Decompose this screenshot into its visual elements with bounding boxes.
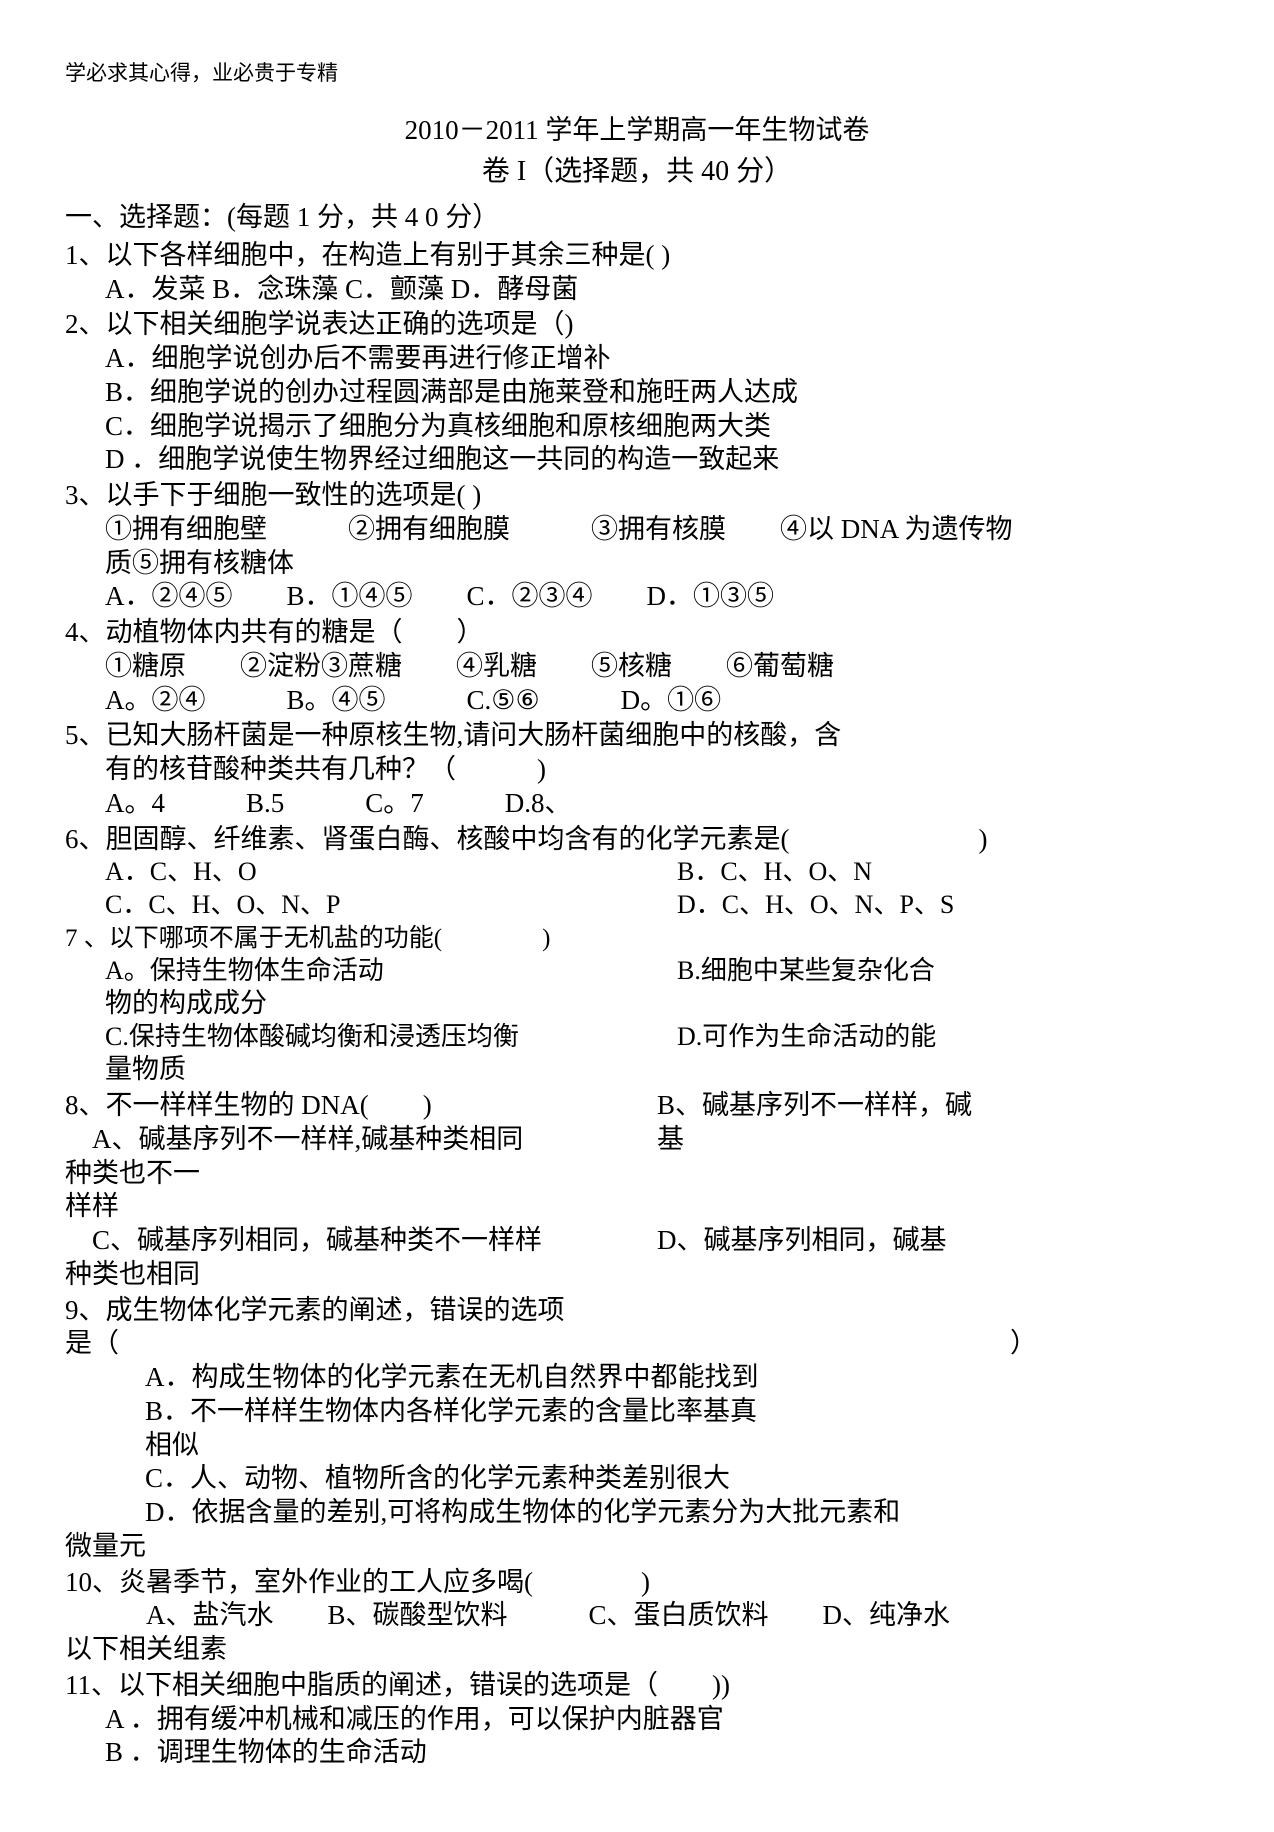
q10-options: A、盐汽水 B、碳酸型饮料 C、蛋白质饮料 D、纯净水 xyxy=(65,1599,1209,1633)
question-2: 2、以下相关细胞学说表达正确的选项是（) A．细胞学说创办后不需要再进行修正增补… xyxy=(65,308,1209,477)
q7-stem: 7 、以下哪项不属于无机盐的功能( ) xyxy=(65,923,1209,954)
q7-opt-a: A。保持生物体生命活动 xyxy=(105,955,637,988)
q4-stem: 4、动植物体内共有的糖是（ ） xyxy=(65,616,1209,650)
q4-options: A。②④ B。④⑤ C.⑤⑥ D。①⑥ xyxy=(65,684,1209,718)
q7-opt-b: B.细胞中某些复杂化合 xyxy=(637,955,1209,988)
q11-opt-a: A ．拥有缓冲机械和减压的作用，可以保护内脏器官 xyxy=(65,1703,1209,1737)
q1-options: A．发菜 B．念珠藻 C．颤藻 D．酵母菌 xyxy=(65,273,1209,307)
q3-items2: 质⑤拥有核糖体 xyxy=(65,547,1209,581)
q10-stem: 10、炎暑季节，室外作业的工人应多喝( ) xyxy=(65,1566,1209,1600)
q3-items: ①拥有细胞壁 ②拥有细胞膜 ③拥有核膜 ④以 DNA 为遗传物 xyxy=(65,513,1209,547)
q2-opt-b: B．细胞学说的创办过程圆满部是由施莱登和施旺两人达成 xyxy=(65,376,1209,410)
q5-options: A。4 B.5 C。7 D.8、 xyxy=(65,787,1209,821)
question-7: 7 、以下哪项不属于无机盐的功能( ) A。保持生物体生命活动 B.细胞中某些复… xyxy=(65,923,1209,1087)
q9-opt-a: A．构成生物体的化学元素在无机自然界中都能找到 xyxy=(65,1361,1209,1395)
q9-stem1: 9、成生物体化学元素的阐述，错误的选项 xyxy=(65,1294,1209,1328)
q9-opt-d1: D．依据含量的差别,可将构成生物体的化学元素分为大批元素和 xyxy=(65,1496,1209,1530)
q8-a3: 样样 xyxy=(65,1190,1209,1224)
exam-subtitle: 卷 I（选择题，共 40 分） xyxy=(65,154,1209,189)
q2-stem: 2、以下相关细胞学说表达正确的选项是（) xyxy=(65,308,1209,342)
question-4: 4、动植物体内共有的糖是（ ） ①糖原 ②淀粉③蔗糖 ④乳糖 ⑤核糖 ⑥葡萄糖 … xyxy=(65,616,1209,717)
question-8: 8、不一样样生物的 DNA( ) B、碱基序列不一样样，碱 A、碱基序列不一样样… xyxy=(65,1089,1209,1292)
q7-cd2: 量物质 xyxy=(65,1053,1209,1087)
q7-ab2: 物的构成成分 xyxy=(65,987,1209,1021)
header-note: 学必求其心得，业必贵于专精 xyxy=(65,60,1209,86)
q5-stem1: 5、已知大肠杆菌是一种原核生物,请问大肠杆菌细胞中的核酸，含 xyxy=(65,719,1209,753)
q9-stem2: 是（ ） xyxy=(65,1327,1209,1361)
q8-opt-c: C、碱基序列相同，碱基种类不一样样 xyxy=(65,1224,617,1258)
q6-opt-a: A．C、H、O xyxy=(105,856,637,889)
q10-extra: 以下相关组素 xyxy=(65,1633,1209,1667)
question-3: 3、以手下于细胞一致性的选项是( ) ①拥有细胞壁 ②拥有细胞膜 ③拥有核膜 ④… xyxy=(65,479,1209,614)
q6-stem: 6、胆固醇、纤维素、肾蛋白酶、核酸中均含有的化学元素是( ) xyxy=(65,823,1209,857)
q2-opt-a: A．细胞学说创办后不需要再进行修正增补 xyxy=(65,342,1209,376)
question-6: 6、胆固醇、纤维素、肾蛋白酶、核酸中均含有的化学元素是( ) A．C、H、O B… xyxy=(65,823,1209,922)
question-9: 9、成生物体化学元素的阐述，错误的选项 是（ ） A．构成生物体的化学元素在无机… xyxy=(65,1294,1209,1564)
q7-opt-c: C.保持生物体酸碱均衡和浸透压均衡 xyxy=(105,1021,637,1054)
question-11: 11、以下相关细胞中脂质的阐述，错误的选项是（ )) A ．拥有缓冲机械和减压的… xyxy=(65,1669,1209,1770)
q8-stem-right: B、碱基序列不一样样，碱 xyxy=(617,1089,1209,1123)
question-5: 5、已知大肠杆菌是一种原核生物,请问大肠杆菌细胞中的核酸，含 有的核苷酸种类共有… xyxy=(65,719,1209,820)
q9-opt-c: C．人、动物、植物所含的化学元素种类差别很大 xyxy=(65,1462,1209,1496)
q8-opt-d: D、碱基序列相同，碱基 xyxy=(617,1224,1209,1258)
question-10: 10、炎暑季节，室外作业的工人应多喝( ) A、盐汽水 B、碳酸型饮料 C、蛋白… xyxy=(65,1566,1209,1667)
q8-a2: 种类也不一 xyxy=(65,1157,1209,1191)
q6-opt-c: C．C、H、O、N、P xyxy=(105,889,637,922)
q9-opt-b1: B．不一样样生物体内各样化学元素的含量比率基真 xyxy=(65,1395,1209,1429)
q6-opt-b: B．C、H、O、N xyxy=(637,856,1209,889)
q9-opt-b2: 相似 xyxy=(65,1429,1209,1463)
q11-opt-b: B ．调理生物体的生命活动 xyxy=(65,1736,1209,1770)
q2-opt-c: C．细胞学说揭示了细胞分为真核细胞和原核细胞两大类 xyxy=(65,410,1209,444)
q8-opt-a1: A、碱基序列不一样样,碱基种类相同 xyxy=(65,1123,617,1157)
q3-options: A．②④⑤ B．①④⑤ C．②③④ D．①③⑤ xyxy=(65,580,1209,614)
q2-opt-d: D ．细胞学说使生物界经过细胞这一共同的构造一致起来 xyxy=(65,443,1209,477)
q7-opt-d: D.可作为生命活动的能 xyxy=(637,1021,1209,1054)
q11-stem: 11、以下相关细胞中脂质的阐述，错误的选项是（ )) xyxy=(65,1669,1209,1703)
q9-opt-d2: 微量元 xyxy=(65,1530,1209,1564)
q5-stem2: 有的核苷酸种类共有几种？（ ) xyxy=(65,753,1209,787)
q6-opt-d: D．C、H、O、N、P、S xyxy=(637,889,1209,922)
q3-stem: 3、以手下于细胞一致性的选项是( ) xyxy=(65,479,1209,513)
question-1: 1、以下各样细胞中，在构造上有别于其余三种是( ) A．发菜 B．念珠藻 C．颤… xyxy=(65,239,1209,307)
q8-cd2: 种类也相同 xyxy=(65,1258,1209,1292)
q1-stem: 1、以下各样细胞中，在构造上有别于其余三种是( ) xyxy=(65,239,1209,273)
q4-items: ①糖原 ②淀粉③蔗糖 ④乳糖 ⑤核糖 ⑥葡萄糖 xyxy=(65,650,1209,684)
q8-stem-left: 8、不一样样生物的 DNA( ) xyxy=(65,1089,617,1123)
exam-title: 2010－2011 学年上学期高一年生物试卷 xyxy=(65,114,1209,148)
q8-opt-a1r: 基 xyxy=(617,1123,1209,1157)
section-header: 一、选择题：(每题 1 分，共 4 0 分） xyxy=(65,201,1209,235)
